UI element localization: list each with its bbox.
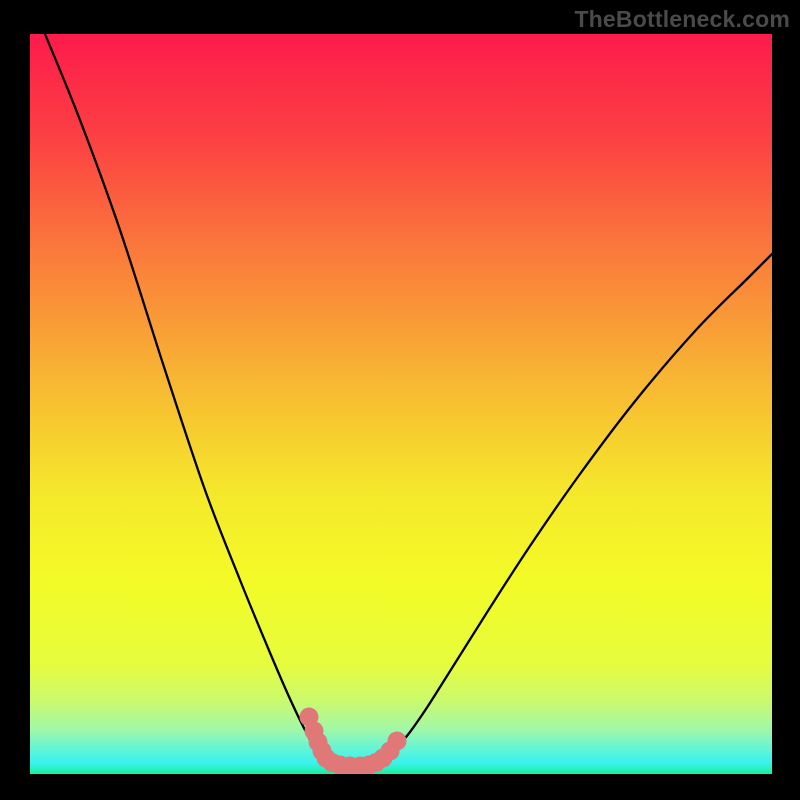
plot-background	[30, 34, 772, 774]
figure-root: TheBottleneck.com	[0, 0, 800, 800]
trough-marker	[388, 732, 407, 751]
chart-svg	[0, 0, 800, 800]
